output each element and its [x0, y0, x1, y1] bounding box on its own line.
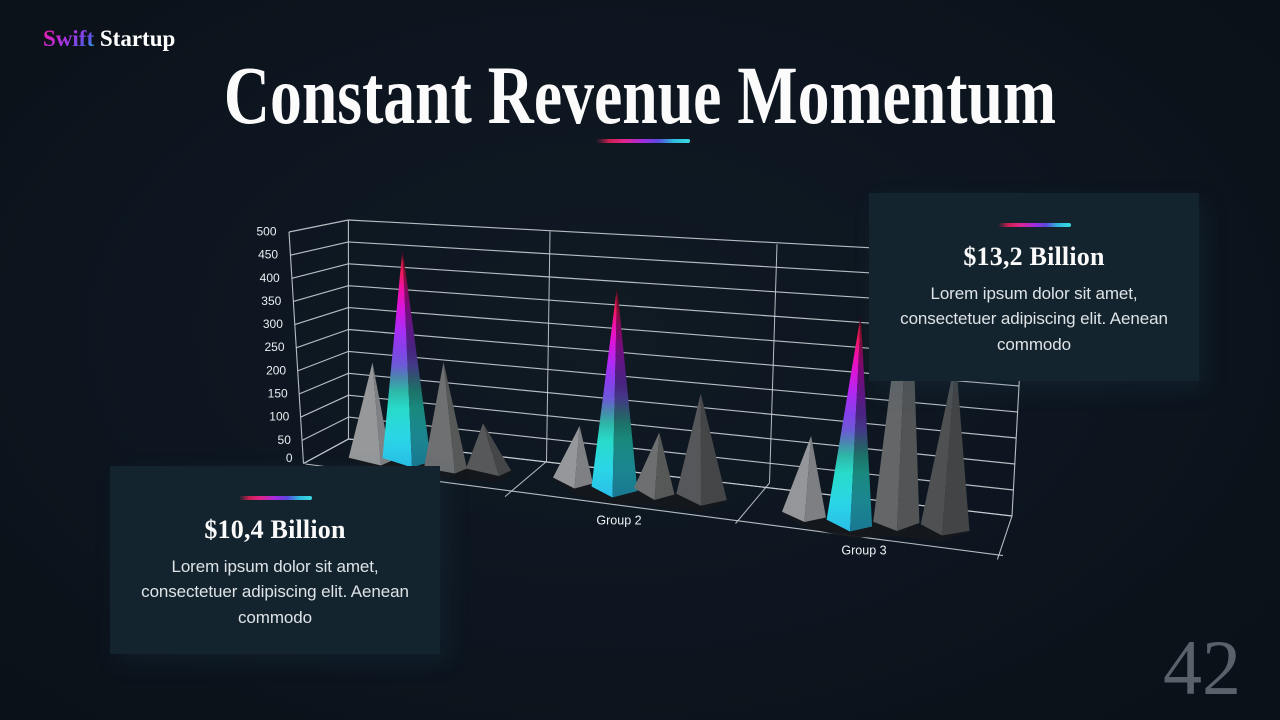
svg-text:200: 200	[266, 363, 286, 377]
svg-text:300: 300	[263, 317, 283, 331]
svg-text:Group 3: Group 3	[841, 544, 886, 558]
svg-text:100: 100	[269, 410, 289, 424]
svg-text:250: 250	[264, 340, 284, 354]
svg-text:Group 2: Group 2	[596, 514, 641, 528]
svg-text:450: 450	[258, 248, 278, 262]
svg-text:400: 400	[260, 271, 280, 285]
svg-text:0: 0	[286, 451, 293, 465]
svg-text:350: 350	[261, 294, 281, 308]
svg-text:50: 50	[278, 433, 292, 447]
svg-text:150: 150	[268, 387, 288, 401]
svg-text:500: 500	[256, 225, 276, 239]
